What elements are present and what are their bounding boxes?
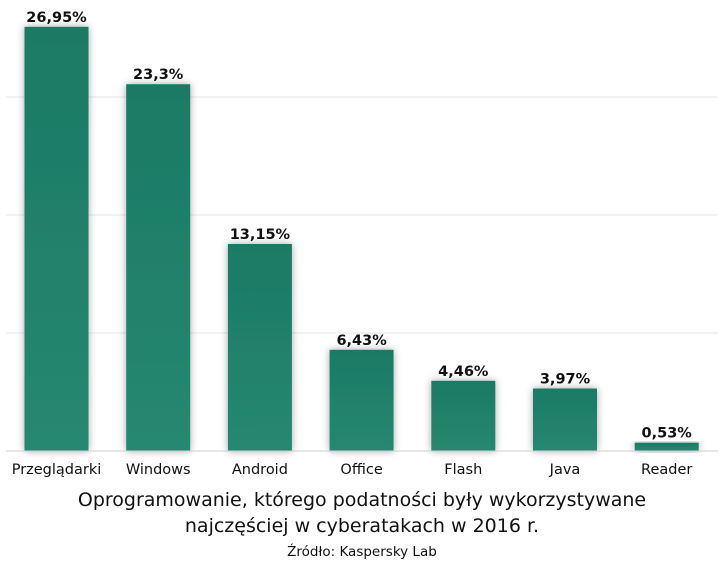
category-label: Przeglądarki — [12, 462, 102, 478]
bar-java — [533, 388, 597, 451]
value-label: 4,46% — [438, 364, 489, 380]
bars — [24, 26, 699, 452]
gridlines — [6, 96, 718, 334]
category-label: Office — [340, 462, 382, 478]
value-label: 26,95% — [26, 10, 87, 26]
bar-windows — [126, 84, 191, 451]
value-label: 0,53% — [642, 426, 693, 442]
chart-title: Oprogramowanie, którego podatności były … — [0, 487, 724, 539]
bar-przeglądarki — [24, 26, 89, 452]
bar-office — [329, 349, 394, 451]
bar-chart: 26,95% 23,3% 13,15% 6,43% 4,46% 3,97% 0,53% Pr… — [6, 10, 718, 478]
category-label: Java — [549, 462, 581, 478]
category-labels: Przeglądarki Windows Android Office Flash Jav… — [12, 462, 693, 478]
category-label: Windows — [126, 462, 191, 478]
bar-flash — [431, 380, 496, 451]
value-label: 3,97% — [540, 372, 591, 388]
chart-title-line-1: Oprogramowanie, którego podatności były … — [77, 489, 647, 511]
bar-reader — [634, 442, 699, 451]
category-label: Reader — [641, 462, 692, 478]
category-label: Flash — [444, 462, 482, 478]
chart-source: Źródło: Kaspersky Lab — [287, 544, 437, 560]
value-label: 23,3% — [133, 67, 184, 83]
bar-android — [227, 244, 292, 451]
value-labels: 26,95% 23,3% 13,15% 6,43% 4,46% 3,97% 0,53% — [26, 10, 692, 442]
value-label: 13,15% — [230, 227, 291, 243]
value-label: 6,43% — [336, 333, 387, 349]
chart-title-line-2: najczęściej w cyberatakach w 2016 r. — [184, 515, 540, 537]
category-label: Android — [232, 462, 288, 478]
